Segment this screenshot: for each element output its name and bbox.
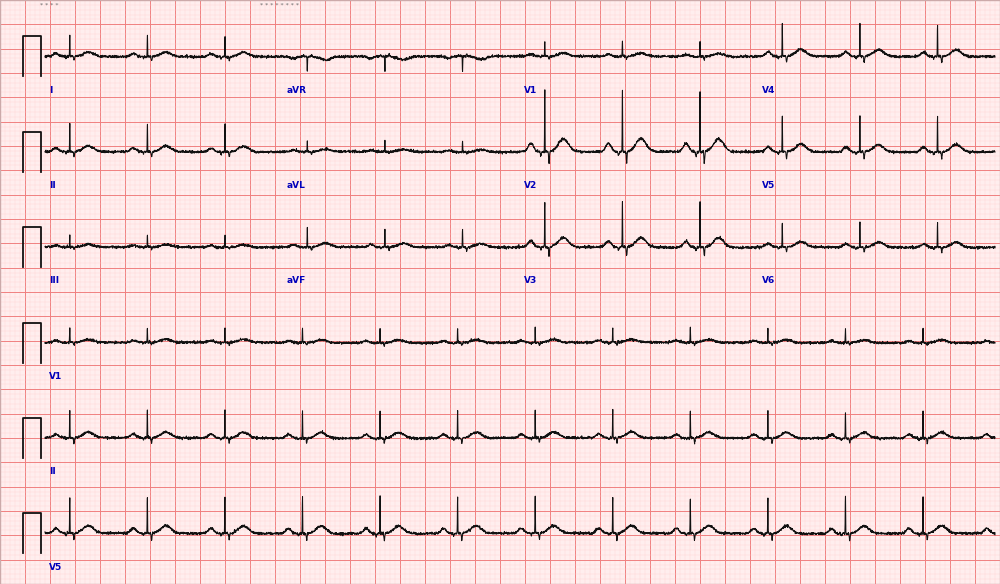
Text: V4: V4 [762, 86, 775, 95]
Text: aVR: aVR [287, 86, 306, 95]
Text: V3: V3 [524, 276, 537, 286]
Text: V1: V1 [49, 372, 62, 381]
Text: aVF: aVF [287, 276, 306, 286]
Text: II: II [49, 181, 56, 190]
Text: III: III [49, 276, 59, 286]
Text: V2: V2 [524, 181, 537, 190]
Text: II: II [49, 467, 56, 476]
Text: V1: V1 [524, 86, 537, 95]
Text: * * * *: * * * * [40, 3, 58, 8]
Text: I: I [49, 86, 52, 95]
Text: V5: V5 [762, 181, 775, 190]
Text: * * * * * * * *: * * * * * * * * [260, 3, 299, 8]
Text: V6: V6 [762, 276, 775, 286]
Text: V5: V5 [49, 562, 62, 572]
Text: aVL: aVL [287, 181, 305, 190]
